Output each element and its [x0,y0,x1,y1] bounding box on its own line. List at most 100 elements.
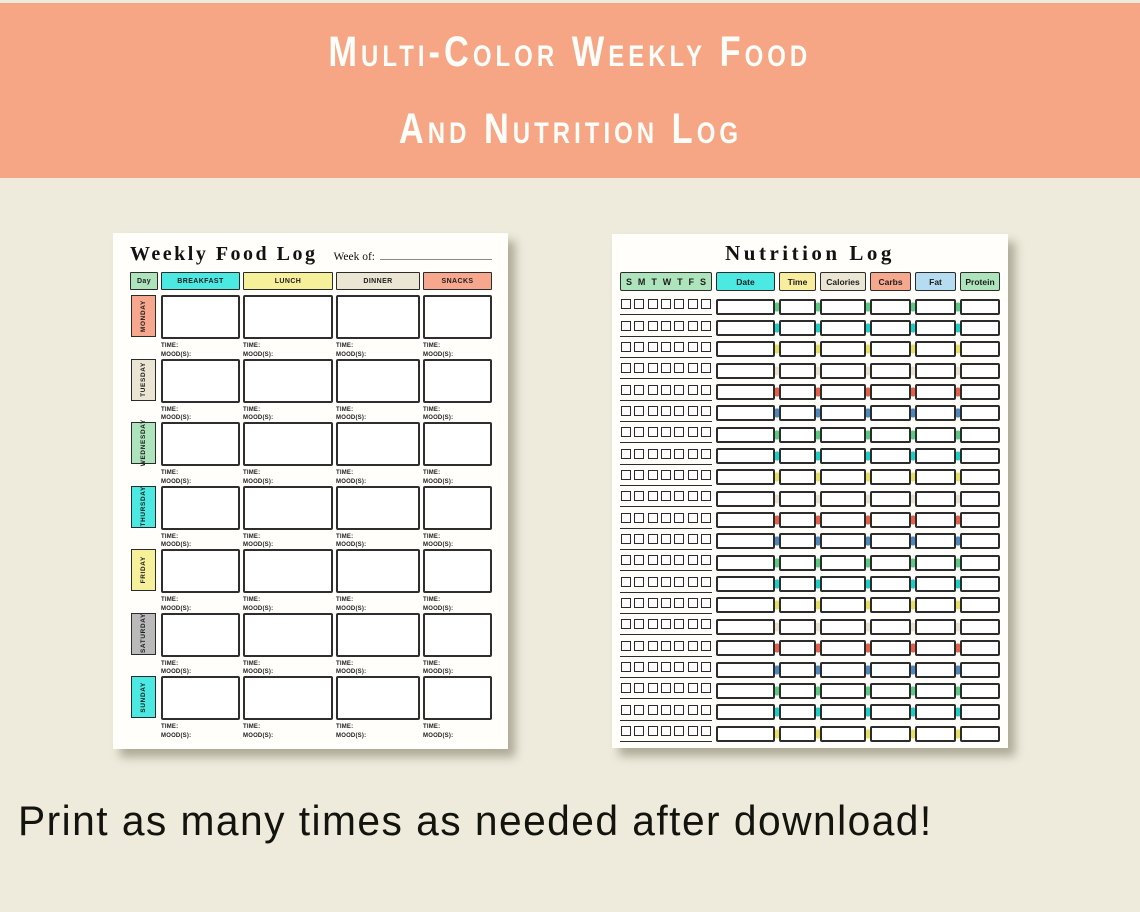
entry-box [716,341,775,358]
entry-cell-time [779,426,820,443]
weekday-checkbox [634,533,645,544]
divider-tick [775,686,779,696]
meal-entry-box [336,676,420,720]
entry-box [716,597,775,614]
meal-sub-label: TIME: [243,597,261,603]
weekday-checkbox [700,683,711,694]
entry-box [915,661,956,678]
meal-sub-label: TIME: [243,724,261,730]
entry-cell-calories [820,362,870,379]
entry-cell-fat [915,618,960,635]
meal-sub-label: MOOD(S): [243,415,274,422]
meal-sub-labels: TIME: MOOD(S): [243,596,333,613]
weekday-checkbox [700,320,711,331]
meal-sub-label: TIME: [161,724,179,730]
meal-sub-label: MOOD(S): [161,732,192,739]
divider-tick [911,323,915,333]
entry-cell-calories [820,682,870,699]
entry-box [960,597,1000,614]
divider-tick [956,494,960,504]
meal-sub-label: TIME: [336,406,354,413]
weekday-checkbox [621,320,631,331]
weekday-checkbox [700,662,711,673]
day-tab-label: THURSDAY [140,486,147,527]
nutrition-log-page: Nutrition Log S M T W T F S Date Time Calories Car… [612,234,1008,748]
entry-box [960,490,1000,507]
divider-tick [866,302,870,312]
weekday-checkbox [634,704,645,715]
weekday-initial: M [637,276,646,287]
weekday-checkbox [647,299,658,310]
meal-entry-box [243,358,333,403]
weekday-checkbox [687,427,698,438]
meal-cell: TIME: MOOD(S): [423,612,492,677]
entry-cell-time [779,597,820,614]
column-header-date: Date [716,272,775,291]
meal-cell: TIME: MOOD(S): [243,676,333,740]
meal-cell: TIME: MOOD(S): [161,358,240,423]
meal-cell: TIME: MOOD(S): [161,676,240,740]
weekday-checkbox [674,320,685,331]
entry-box [915,725,956,742]
divider-tick [866,643,870,653]
divider-tick [816,302,820,312]
entry-box [870,512,911,529]
divider-tick [866,387,870,397]
entry-cell-fat [915,725,960,742]
entry-cell-carbs [870,725,915,742]
entry-cell-date [716,682,779,699]
weekday-checkbox-group [620,298,712,316]
weekday-checkbox [674,448,685,459]
weekday-initial: S [699,276,706,287]
meal-sub-label: MOOD(S): [161,669,192,676]
entry-cell-protein [960,362,1000,379]
weekday-checkbox [634,683,645,694]
entry-cell-fat [915,640,960,657]
entry-cell-fat [915,682,960,699]
day-row-tuesday: TUESDAY TIME: MOOD(S): TIME: MOOD(S): TIME: MO… [130,358,492,423]
meal-sub-label: TIME: [161,533,179,540]
week-of-label: Week of: [333,251,375,263]
entry-box [960,298,1000,315]
entry-box [716,298,775,315]
entry-cell-time [779,533,820,550]
weekday-checkbox [647,597,658,608]
entry-cell-protein [960,341,1000,358]
meal-cell: TIME: MOOD(S): [423,358,492,423]
meal-sub-label: MOOD(S): [243,732,274,739]
weekday-checkbox [687,683,698,694]
meal-sub-label: TIME: [423,470,441,476]
meal-cell: TIME: MOOD(S): [161,422,240,486]
entry-cell-fat [915,320,960,337]
week-of-blank-line [380,258,492,260]
entry-cell-carbs [870,554,915,571]
meal-sub-label: TIME: [336,533,354,540]
weekday-checkbox [687,448,698,459]
meal-cell: TIME: MOOD(S): [243,422,333,486]
divider-tick [775,579,779,589]
entry-cell-date [716,469,779,486]
entry-box [779,320,816,337]
weekday-checkbox-group [620,640,712,657]
divider-tick [911,579,915,589]
meal-sub-labels: TIME: MOOD(S): [161,533,240,550]
weekday-checkbox [687,704,698,715]
meal-cell: TIME: MOOD(S): [423,676,492,740]
entry-box [960,682,1000,699]
meal-sub-labels: TIME: MOOD(S): [161,406,240,423]
weekday-checkbox [660,726,671,737]
entry-box [779,448,816,465]
weekday-checkbox [674,299,685,310]
meal-entry-box [161,676,240,720]
entry-box [716,426,775,443]
meal-sub-label: MOOD(S): [423,669,454,676]
divider-tick [816,536,820,546]
divider-tick [911,515,915,525]
entry-cell-date [716,725,779,742]
weekday-checkbox [634,640,645,651]
meal-sub-label: MOOD(S): [243,478,274,485]
divider-tick [866,344,870,354]
meal-sub-labels: TIME: MOOD(S): [423,469,492,486]
entry-cell-protein [960,640,1000,657]
entry-box [915,469,956,486]
